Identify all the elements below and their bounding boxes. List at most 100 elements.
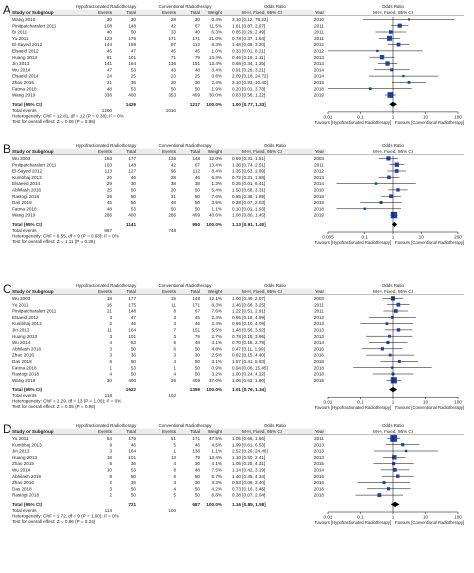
total-n1: 1141 (126, 222, 136, 227)
favours-left: Favours [Hypofractionated Radiotherapy] (315, 120, 391, 125)
events-1: 8 (109, 474, 112, 479)
study-ci: 1.48 [0.69, 3.20] (232, 42, 265, 47)
study-weight: 3.3% (212, 480, 222, 485)
total-1: 30 (131, 17, 137, 22)
study-year: 2011 (314, 162, 324, 167)
weight-box (386, 35, 393, 41)
favours-left: Favours [Hypofractionated Radiotherapy] (315, 240, 391, 245)
weight-box (397, 23, 402, 28)
total-1: 50 (131, 346, 137, 351)
study-weight: 12.0% (209, 156, 222, 161)
weight-box (393, 309, 398, 313)
study-name: Elsaeid 2012 (12, 49, 39, 54)
study-ci: 1.61 [0.87, 2.97] (232, 23, 265, 28)
axis-tick-label: 10 (419, 235, 425, 240)
total-1: 50 (131, 493, 137, 498)
group1-header: Hypofractionated Radiotherapy (76, 423, 137, 428)
total-2: 112 (193, 169, 201, 174)
events-2: 136 (168, 61, 176, 66)
study-year: 2016 (314, 474, 325, 479)
study-ci: 0.10 [0.01, 1.93] (232, 206, 265, 211)
study-row: Wu 2003 18 177 15 148 12.1% 1.00 [0.49, 2.07] 2… (12, 296, 404, 301)
or-header-plot: Odds Ratio (382, 4, 405, 9)
study-name: Wang 2019 (12, 378, 36, 383)
study-row: Das 2018 3 50 4 50 4.2% 0.73 [0.16, 3.46] 2018 (12, 486, 411, 491)
study-row: Elsaeid 2012 3 47 3 45 2.4% 0.95 [0.18, 4.99] 2… (12, 315, 416, 320)
study-ci: 0.65 [0.10, 4.09] (232, 321, 265, 326)
events-1: 30 (107, 378, 113, 383)
group2-header: Conventional Radiotherapy (159, 423, 213, 428)
study-year: 2018 (314, 86, 325, 91)
study-year: 2013 (314, 334, 325, 339)
weight-box (396, 474, 400, 478)
col-study: Study or Subgroup (12, 10, 54, 15)
axis-tick-label: 0.1 (357, 400, 364, 405)
study-year: 2019 (314, 378, 325, 383)
events-2: 4 (173, 486, 176, 491)
total-2: 50 (195, 346, 201, 351)
total-2: 171 (192, 36, 200, 41)
col-events-2: Events (162, 289, 177, 294)
study-name: El-Sayed 2012 (12, 169, 43, 174)
total-1: 175 (128, 436, 136, 441)
study-weight: 8.8% (212, 493, 222, 498)
total-weight: 100.0% (206, 222, 222, 227)
col-year: Year (315, 149, 325, 154)
col-total-2: Total (190, 429, 200, 434)
total-ci: 1.00 [0.77, 1.33] (232, 102, 266, 107)
study-year: 2014 (314, 340, 325, 345)
events-2: 135 (168, 156, 176, 161)
study-ci: 1.05 [0.25, 4.31] (232, 461, 265, 466)
study-row: Wang 2019 30 400 29 409 37.0% 1.06 [0.63, 1.80… (12, 377, 402, 384)
study-row: Elsaeid 2012 46 47 45 45 1.0% 0.33 [0.01, 8.21… (12, 49, 423, 54)
study-year: 2011 (314, 309, 324, 314)
total-1: 175 (128, 302, 136, 307)
study-year: 2012 (314, 49, 325, 54)
study-ci: 0.25 [0.01, 6.41] (232, 181, 265, 186)
study-year: 2012 (314, 169, 325, 174)
total-2: 50 (195, 372, 201, 377)
study-name: Fatma 2018 (12, 86, 37, 91)
total-1: 164 (128, 449, 136, 454)
total-2: 136 (192, 449, 200, 454)
study-weight: 21.0% (209, 36, 222, 41)
study-row: Rastogi 2018 4 50 4 50 3.2% 1.00 [0.24, 4.22] 2… (12, 372, 414, 377)
favours-right: Favours [Conventional Radiotherapy] (395, 240, 464, 245)
study-row: Jin 2013 3 164 1 136 1.1% 2.52 [0.26, 24.46] 20… (12, 449, 439, 454)
total-1: 164 (128, 328, 136, 333)
total-2: 30 (195, 353, 201, 358)
forest-panel-c: C Hypofractionated Radiotherapy Convention… (3, 282, 464, 410)
events-2: 8 (173, 468, 176, 473)
favours-left: Favours [Hypofractionated Radiotherapy] (315, 405, 391, 410)
study-year: 2014 (314, 181, 325, 186)
study-ci: 1.06 [0.63, 1.80] (232, 378, 265, 383)
total-1: 400 (128, 213, 136, 218)
total-1: 101 (128, 334, 136, 339)
study-row: Abhilash 2016 3 50 6 50 4.8% 0.47 [0.11, 1.99]… (12, 346, 403, 351)
study-weight: 8.3% (212, 42, 222, 47)
col-events-1: Events (98, 149, 113, 154)
col-total-1: Total (126, 10, 136, 15)
study-row: Wu 2003 163 177 135 148 12.0% 0.69 [0.31, 1.51… (12, 156, 399, 161)
total-ci: 1.16 [0.85, 1.58] (232, 502, 266, 507)
study-weight: 37.0% (209, 378, 222, 383)
events-1: 3 (109, 334, 112, 339)
study-year: 2018 (314, 372, 325, 377)
events-1: 25 (107, 188, 113, 193)
study-name: Jin 2013 (12, 328, 30, 333)
total-1: 47 (131, 315, 137, 320)
study-name: Jin 2013 (12, 61, 30, 66)
study-ci: 1.05 [0.66, 1.66] (232, 436, 265, 441)
study-ci: 1.00 [0.24, 4.22] (232, 372, 265, 377)
total-2: 45 (195, 315, 201, 320)
col-events-1: Events (98, 429, 113, 434)
events-2: 96 (171, 169, 177, 174)
total-2: 46 (195, 321, 201, 326)
study-row: Yu 2011 123 175 171 171 21.0% 0.78 [0.37, 1.64… (12, 35, 400, 41)
study-name: Zhao 2016 (12, 480, 34, 485)
study-year: 2014 (314, 67, 325, 72)
study-ci: 0.46 [0.19, 1.11] (232, 55, 265, 60)
events-1: 54 (107, 436, 113, 441)
study-weight: 7.6% (212, 309, 222, 314)
total-1: 101 (128, 55, 136, 60)
